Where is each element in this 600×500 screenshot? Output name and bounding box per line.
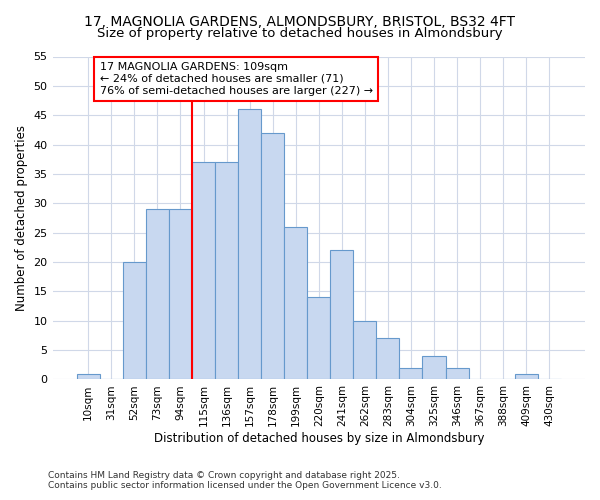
Bar bbox=[446, 368, 469, 380]
Bar bbox=[284, 227, 307, 380]
Bar bbox=[422, 356, 446, 380]
Bar bbox=[77, 374, 100, 380]
Bar bbox=[169, 209, 192, 380]
Text: Contains HM Land Registry data © Crown copyright and database right 2025.
Contai: Contains HM Land Registry data © Crown c… bbox=[48, 470, 442, 490]
Bar bbox=[400, 368, 422, 380]
Bar bbox=[192, 162, 215, 380]
Text: 17 MAGNOLIA GARDENS: 109sqm
← 24% of detached houses are smaller (71)
76% of sem: 17 MAGNOLIA GARDENS: 109sqm ← 24% of det… bbox=[100, 62, 373, 96]
Text: 17, MAGNOLIA GARDENS, ALMONDSBURY, BRISTOL, BS32 4FT: 17, MAGNOLIA GARDENS, ALMONDSBURY, BRIST… bbox=[85, 15, 515, 29]
Bar bbox=[353, 320, 376, 380]
Bar bbox=[123, 262, 146, 380]
Y-axis label: Number of detached properties: Number of detached properties bbox=[15, 125, 28, 311]
Bar bbox=[376, 338, 400, 380]
Bar bbox=[330, 250, 353, 380]
Bar bbox=[261, 133, 284, 380]
Bar bbox=[215, 162, 238, 380]
Bar bbox=[307, 298, 330, 380]
Bar bbox=[515, 374, 538, 380]
X-axis label: Distribution of detached houses by size in Almondsbury: Distribution of detached houses by size … bbox=[154, 432, 484, 445]
Bar bbox=[146, 209, 169, 380]
Text: Size of property relative to detached houses in Almondsbury: Size of property relative to detached ho… bbox=[97, 28, 503, 40]
Bar bbox=[238, 110, 261, 380]
